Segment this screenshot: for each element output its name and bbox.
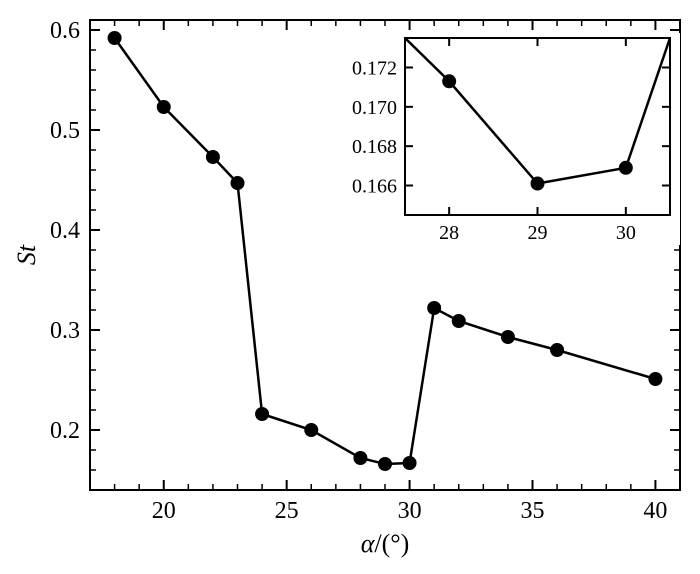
y-tick-label: 0.6 bbox=[50, 18, 80, 44]
inset-data-marker bbox=[619, 161, 632, 174]
data-marker bbox=[379, 458, 392, 471]
data-marker bbox=[157, 101, 170, 114]
y-tick-label: 0.5 bbox=[50, 118, 80, 144]
inset-y-tick-label: 0.170 bbox=[352, 97, 397, 119]
y-tick-label: 0.4 bbox=[50, 218, 80, 244]
data-marker bbox=[108, 32, 121, 45]
data-marker bbox=[452, 315, 465, 328]
inset-x-tick-label: 29 bbox=[528, 222, 548, 244]
data-marker bbox=[231, 177, 244, 190]
data-marker bbox=[403, 457, 416, 470]
inset-y-tick-label: 0.172 bbox=[352, 58, 397, 80]
y-tick-label: 0.3 bbox=[50, 318, 80, 344]
data-marker bbox=[354, 452, 367, 465]
chart-container: 20 25 30 35 40 0.2 0.3 0.4 0.5 0.6 α/(°) St 28 29 30 0.… bbox=[0, 0, 700, 574]
x-tick-label: 30 bbox=[398, 498, 422, 524]
inset-x-tick-label: 30 bbox=[616, 222, 636, 244]
data-marker bbox=[551, 344, 564, 357]
data-marker bbox=[649, 373, 662, 386]
y-axis-label: St bbox=[12, 244, 41, 265]
data-marker bbox=[206, 151, 219, 164]
x-axis-label: α/(°) bbox=[361, 529, 410, 558]
x-tick-label: 40 bbox=[643, 498, 667, 524]
inset-data-marker bbox=[443, 75, 456, 88]
inset-x-tick-label: 28 bbox=[439, 222, 459, 244]
inset-y-tick-label: 0.166 bbox=[352, 176, 397, 198]
inset-y-tick-label: 0.168 bbox=[352, 136, 397, 158]
x-tick-label: 35 bbox=[521, 498, 545, 524]
data-marker bbox=[305, 424, 318, 437]
data-marker bbox=[256, 408, 269, 421]
data-marker bbox=[428, 302, 441, 315]
inset-data-marker bbox=[531, 177, 544, 190]
x-tick-label: 25 bbox=[275, 498, 299, 524]
x-tick-label: 20 bbox=[152, 498, 176, 524]
chart-svg: 20 25 30 35 40 0.2 0.3 0.4 0.5 0.6 α/(°) St 28 29 30 0.… bbox=[0, 0, 700, 574]
data-marker bbox=[501, 331, 514, 344]
y-tick-label: 0.2 bbox=[50, 418, 80, 444]
